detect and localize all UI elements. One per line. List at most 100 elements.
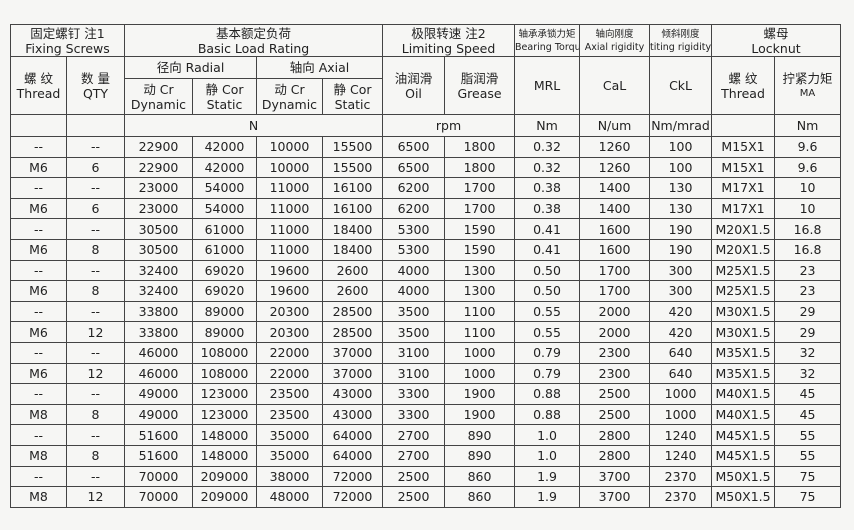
table-cell: 1260 <box>579 156 651 179</box>
table-cell: M6 <box>10 156 67 179</box>
table-cell: 0.79 <box>514 362 581 385</box>
table-cell: 42000 <box>192 156 257 179</box>
table-cell: 100 <box>649 156 713 179</box>
table-cell: 1400 <box>579 197 651 220</box>
table-row: M6 12 33800 89000 20300 28500 3500 1100 0.55 2000… <box>10 321 842 343</box>
table-cell: 15500 <box>321 136 384 158</box>
table-row: M6 8 30500 61000 11000 18400 5300 1590 0.41 1600 1… <box>10 238 842 261</box>
table-cell: 1300 <box>444 280 516 302</box>
table-body: -- -- 22900 42000 10000 15500 6500 1800 0.32 1260… <box>10 136 842 508</box>
table-cell: 55 <box>774 424 842 446</box>
table-cell: 2370 <box>649 465 713 488</box>
table-cell: 2700 <box>382 424 446 446</box>
table-cell: 22000 <box>256 341 323 364</box>
table-cell: 75 <box>774 486 842 508</box>
table-cell: 0.32 <box>514 156 581 179</box>
table-cell: -- <box>10 300 67 323</box>
cell-text: 动 Cr <box>143 81 174 97</box>
table-row: M6 6 22900 42000 10000 15500 6500 1800 0.32 1260 1… <box>10 156 842 179</box>
table-cell: 89000 <box>192 321 257 343</box>
cell-text: Static <box>206 96 243 112</box>
table-cell: 30500 <box>124 218 193 240</box>
table-cell: -- <box>66 424 125 446</box>
table-cell: 12 <box>66 486 125 508</box>
table-cell: 9.6 <box>774 136 842 158</box>
table-cell: 29 <box>774 321 842 343</box>
table-cell: 3300 <box>382 383 446 405</box>
table-cell: 72000 <box>321 486 384 508</box>
table-cell: 3100 <box>382 341 446 364</box>
table-cell: 23000 <box>124 177 193 199</box>
table-cell: 61000 <box>192 218 257 240</box>
unit-cell: Nm/mrad <box>649 114 713 137</box>
table-cell: 1700 <box>444 197 516 220</box>
table-cell: M17X1 <box>711 197 776 220</box>
table-cell: M15X1 <box>711 156 776 179</box>
table-cell: 6200 <box>382 177 446 199</box>
cell-text: Locknut <box>751 40 801 56</box>
table-cell: 43000 <box>321 403 384 426</box>
table-cell: 10000 <box>256 136 323 158</box>
table-cell: 33800 <box>124 300 193 323</box>
table-cell: 11000 <box>256 218 323 240</box>
cell-text: Thread <box>721 85 765 101</box>
header-cell: 轴向 Axial <box>255 56 384 79</box>
table-cell: M30X1.5 <box>711 321 776 343</box>
table-cell: 3500 <box>382 300 446 323</box>
table-cell: 860 <box>444 486 516 508</box>
table-cell: 6200 <box>382 197 446 220</box>
cell-text: 轴向刚度 <box>595 28 634 40</box>
header-cell: 螺 纹 Thread <box>10 56 67 115</box>
table-cell: 2500 <box>579 383 651 405</box>
table-cell: 3300 <box>382 403 446 426</box>
cell-text: Thread <box>16 85 61 101</box>
table-cell: 45 <box>774 383 842 405</box>
table-cell: 0.55 <box>514 300 581 323</box>
cell-text: 轴向 Axial <box>289 60 350 75</box>
cell-text: 螺 纹 <box>728 70 758 86</box>
table-cell: 640 <box>649 362 713 385</box>
cell-text: 固定螺钉 注1 <box>30 25 105 41</box>
table-cell: 28500 <box>321 300 384 323</box>
header-cell: MRL <box>514 56 581 115</box>
table-cell: 89000 <box>192 300 257 323</box>
cell-text: CkL <box>669 78 692 93</box>
header-cell: 基本额定负荷 Basic Load Rating <box>123 24 384 57</box>
table-cell: 1.0 <box>514 424 581 446</box>
cell-text: Grease <box>457 85 502 101</box>
table-cell: 123000 <box>192 383 257 405</box>
spec-table: 固定螺钉 注1 Fixing Screws 基本额定负荷 Basic Load Ra… <box>10 24 842 508</box>
table-cell: 35000 <box>256 444 323 467</box>
table-cell: M6 <box>10 362 67 385</box>
cell-text: 倾斜刚度 <box>661 28 700 40</box>
cell-text: 拧紧力矩 <box>782 70 833 86</box>
table-row: M8 12 70000 209000 48000 72000 2500 860 1.9 3700 2… <box>10 486 842 508</box>
table-row: -- -- 30500 61000 11000 18400 5300 1590 0.41 1600… <box>10 218 842 240</box>
table-cell: 420 <box>649 300 713 323</box>
table-cell: 860 <box>444 465 516 488</box>
table-cell: -- <box>66 259 125 282</box>
table-cell: 890 <box>444 424 516 446</box>
table-cell: -- <box>10 136 67 158</box>
table-cell: -- <box>66 177 125 199</box>
table-cell: 1700 <box>444 177 516 199</box>
table-cell: 55 <box>774 444 842 467</box>
table-cell: 16.8 <box>774 238 842 261</box>
table-cell: M15X1 <box>711 136 776 158</box>
header-cell: 径向 Radial <box>124 56 257 79</box>
table-cell: 10 <box>774 177 842 199</box>
cell-text: 动 Cr <box>274 81 305 97</box>
table-cell: 20300 <box>256 300 323 323</box>
table-cell: 75 <box>774 465 842 488</box>
table-cell: 123000 <box>192 403 257 426</box>
table-header: 固定螺钉 注1 Fixing Screws 基本额定负荷 Basic Load Ra… <box>10 24 842 137</box>
table-cell: 19600 <box>256 280 323 302</box>
table-cell: 1600 <box>579 238 651 261</box>
unit-cell <box>66 114 125 137</box>
header-cell: 极限转速 注2 Limiting Speed <box>382 24 516 57</box>
cell-text: Fixing Screws <box>25 40 110 56</box>
table-cell: 0.38 <box>514 177 581 199</box>
table-cell: 3700 <box>579 465 651 488</box>
table-cell: 0.50 <box>514 259 581 282</box>
table-cell: 46000 <box>124 341 193 364</box>
